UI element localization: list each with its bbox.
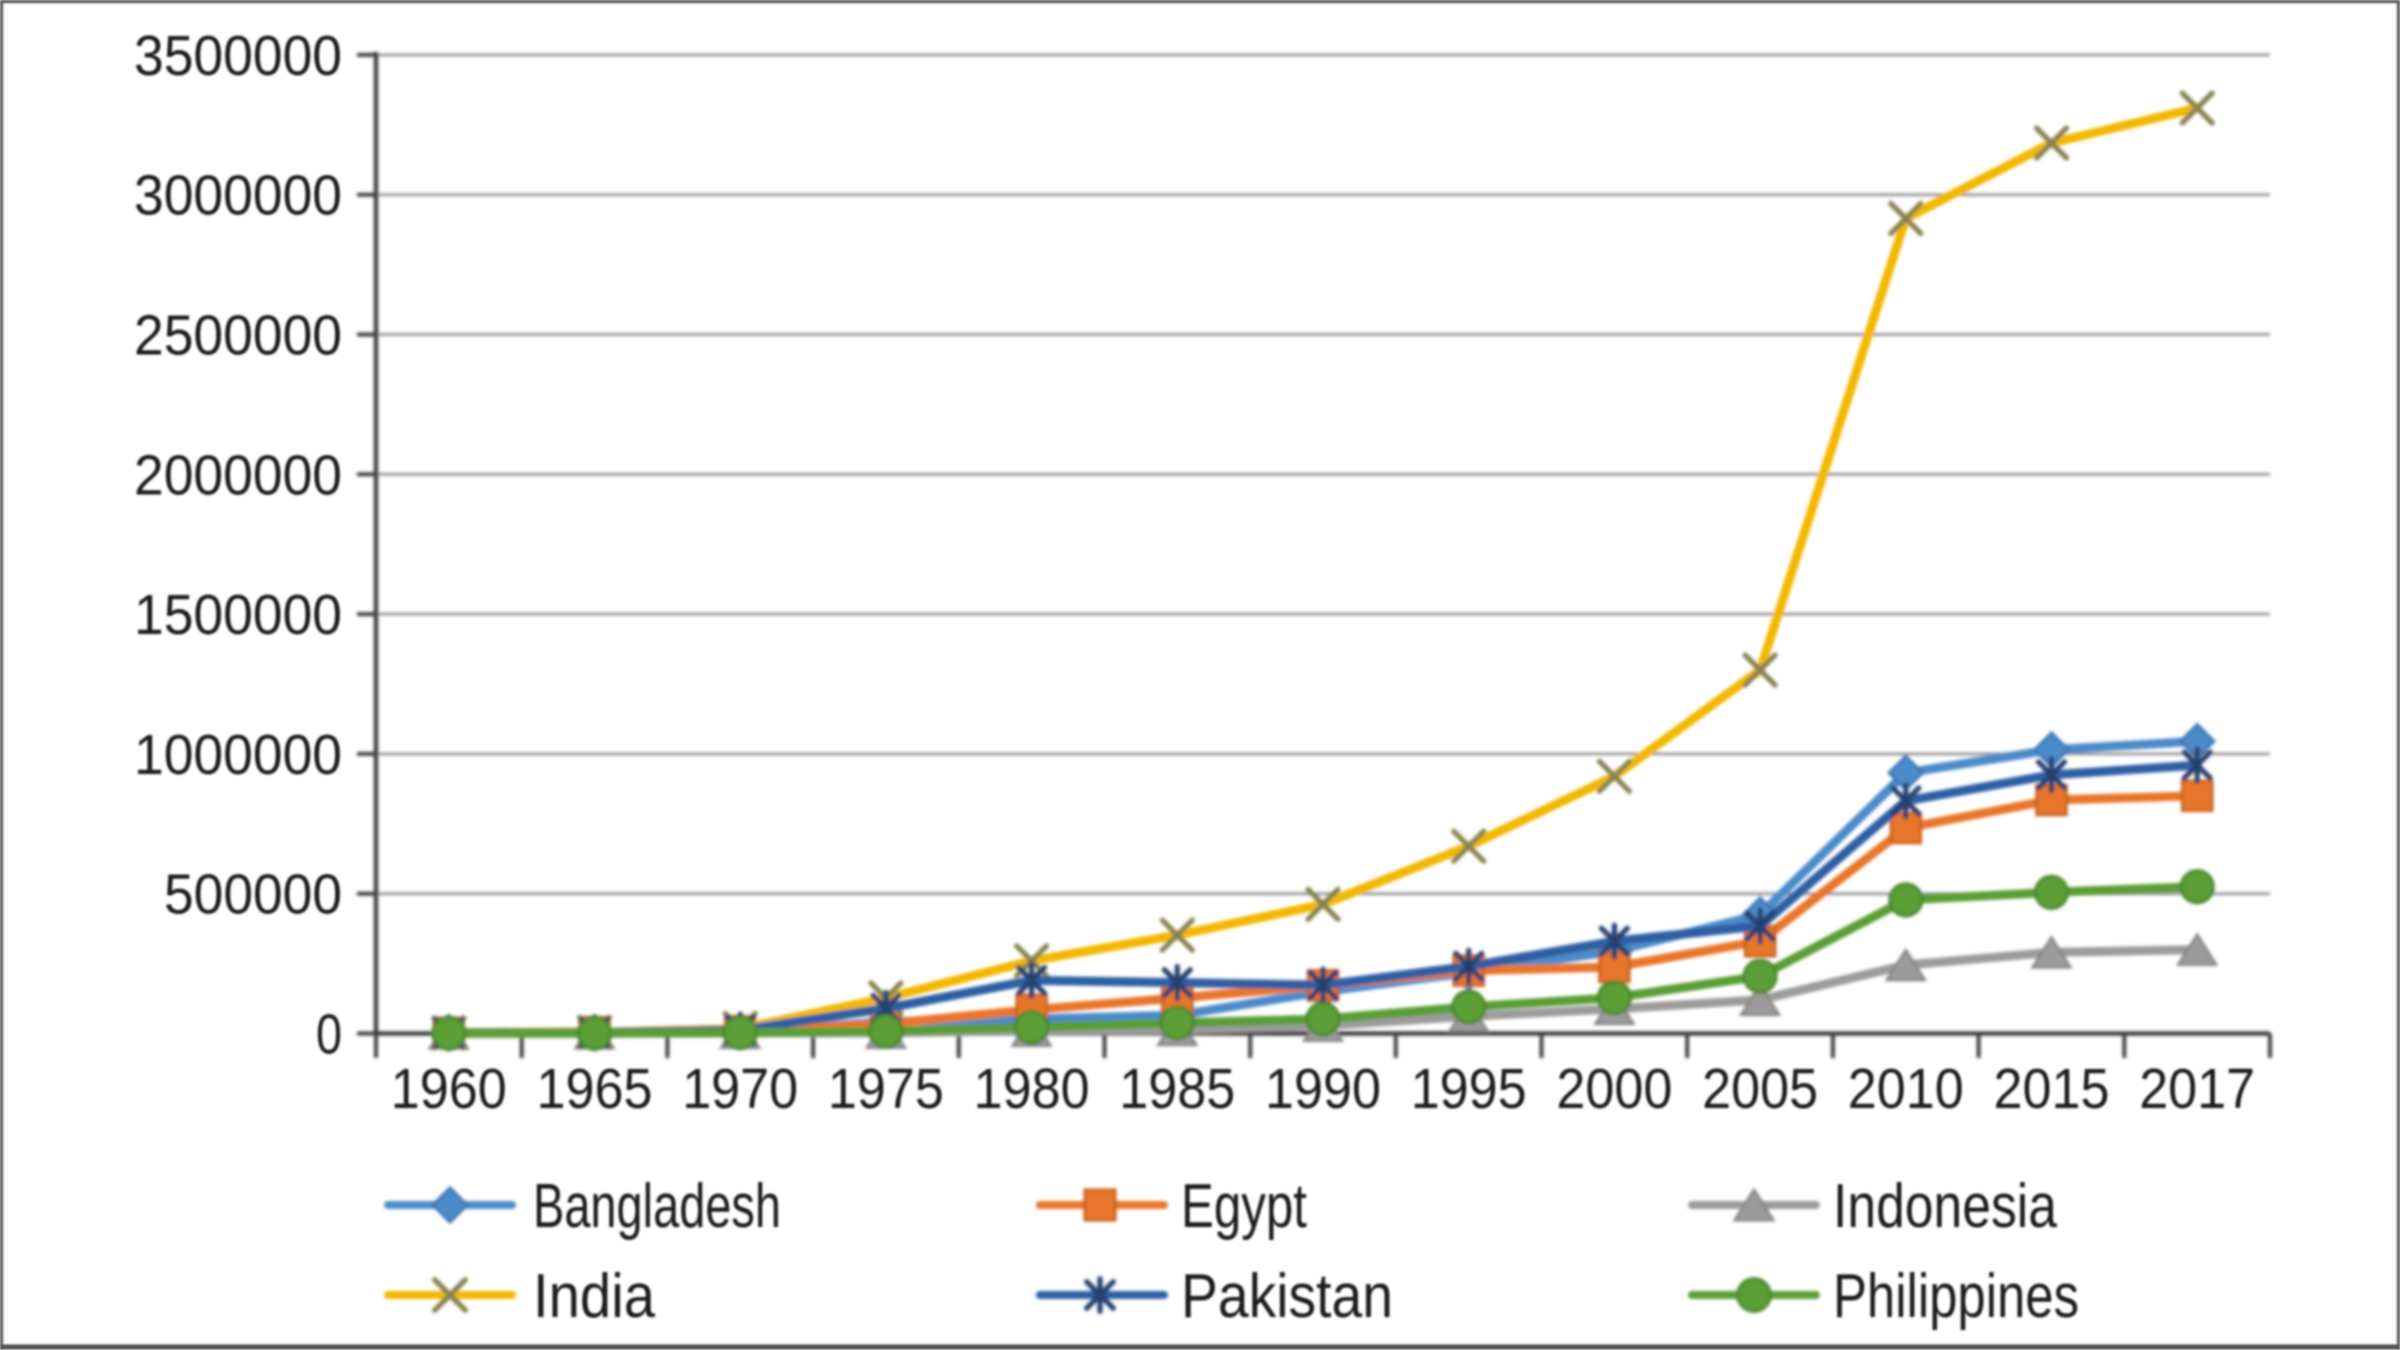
- svg-text:1500000: 1500000: [134, 583, 342, 647]
- svg-text:2010: 2010: [1848, 1057, 1964, 1121]
- svg-text:1985: 1985: [1119, 1057, 1235, 1121]
- svg-text:2500000: 2500000: [134, 304, 342, 368]
- svg-text:1995: 1995: [1411, 1057, 1527, 1121]
- svg-text:1000000: 1000000: [134, 723, 342, 787]
- svg-text:1970: 1970: [682, 1057, 798, 1121]
- svg-text:Bangladesh: Bangladesh: [533, 1172, 781, 1241]
- svg-text:Pakistan: Pakistan: [1181, 1262, 1393, 1331]
- svg-text:Philippines: Philippines: [1833, 1262, 2079, 1331]
- svg-text:1980: 1980: [974, 1057, 1090, 1121]
- svg-text:1975: 1975: [828, 1057, 944, 1121]
- svg-text:India: India: [533, 1262, 655, 1331]
- svg-text:Indonesia: Indonesia: [1833, 1172, 2057, 1241]
- svg-text:Egypt: Egypt: [1181, 1172, 1307, 1241]
- svg-text:1990: 1990: [1265, 1057, 1381, 1121]
- svg-text:1960: 1960: [391, 1057, 507, 1121]
- svg-text:2000: 2000: [1556, 1057, 1672, 1121]
- svg-text:3500000: 3500000: [134, 24, 342, 88]
- svg-text:2000000: 2000000: [134, 443, 342, 507]
- svg-text:2015: 2015: [1994, 1057, 2110, 1121]
- svg-text:2017: 2017: [2139, 1057, 2255, 1121]
- svg-text:2005: 2005: [1702, 1057, 1818, 1121]
- svg-text:0: 0: [316, 1003, 342, 1067]
- svg-text:1965: 1965: [537, 1057, 653, 1121]
- svg-text:500000: 500000: [164, 863, 342, 927]
- svg-text:3000000: 3000000: [134, 164, 342, 228]
